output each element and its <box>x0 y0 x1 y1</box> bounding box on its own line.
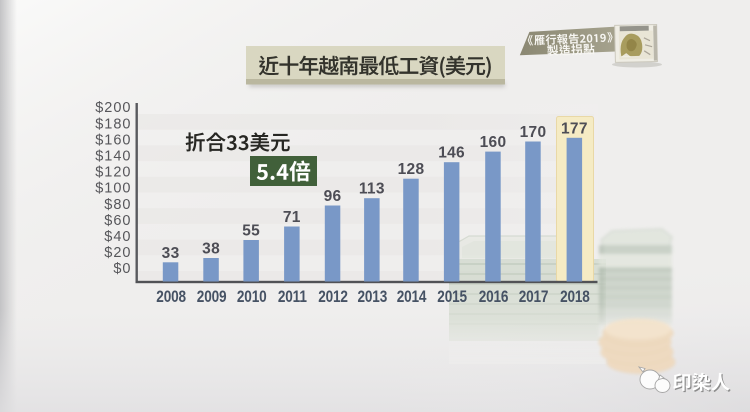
svg-text:2018: 2018 <box>560 288 590 306</box>
svg-text:71: 71 <box>283 209 301 226</box>
svg-text:$60: $60 <box>104 213 131 229</box>
svg-text:2009: 2009 <box>197 288 227 306</box>
svg-text:2008: 2008 <box>156 288 186 306</box>
svg-text:$120: $120 <box>95 165 131 181</box>
svg-text:$200: $200 <box>95 100 131 116</box>
svg-text:2016: 2016 <box>479 288 509 306</box>
svg-text:146: 146 <box>438 145 465 162</box>
svg-text:113: 113 <box>359 181 385 198</box>
svg-text:$100: $100 <box>95 181 131 197</box>
svg-text:$20: $20 <box>104 245 131 261</box>
svg-text:128: 128 <box>398 161 425 178</box>
svg-text:$160: $160 <box>95 132 131 148</box>
svg-text:2017: 2017 <box>519 288 549 306</box>
svg-text:2011: 2011 <box>278 288 307 306</box>
svg-text:2012: 2012 <box>318 288 348 306</box>
svg-text:177: 177 <box>561 120 588 137</box>
svg-text:2014: 2014 <box>397 288 427 306</box>
svg-text:33: 33 <box>162 245 180 262</box>
svg-text:55: 55 <box>242 223 260 240</box>
svg-text:2013: 2013 <box>358 288 388 306</box>
svg-text:160: 160 <box>480 134 507 151</box>
svg-text:96: 96 <box>324 188 342 205</box>
svg-text:$80: $80 <box>104 197 131 213</box>
svg-text:38: 38 <box>202 241 220 258</box>
svg-text:2015: 2015 <box>437 288 467 306</box>
svg-text:$40: $40 <box>104 229 131 245</box>
svg-text:170: 170 <box>520 124 547 141</box>
svg-text:2010: 2010 <box>237 288 267 306</box>
svg-text:$140: $140 <box>95 149 131 165</box>
svg-text:$180: $180 <box>95 116 131 132</box>
svg-text:$0: $0 <box>113 261 131 277</box>
